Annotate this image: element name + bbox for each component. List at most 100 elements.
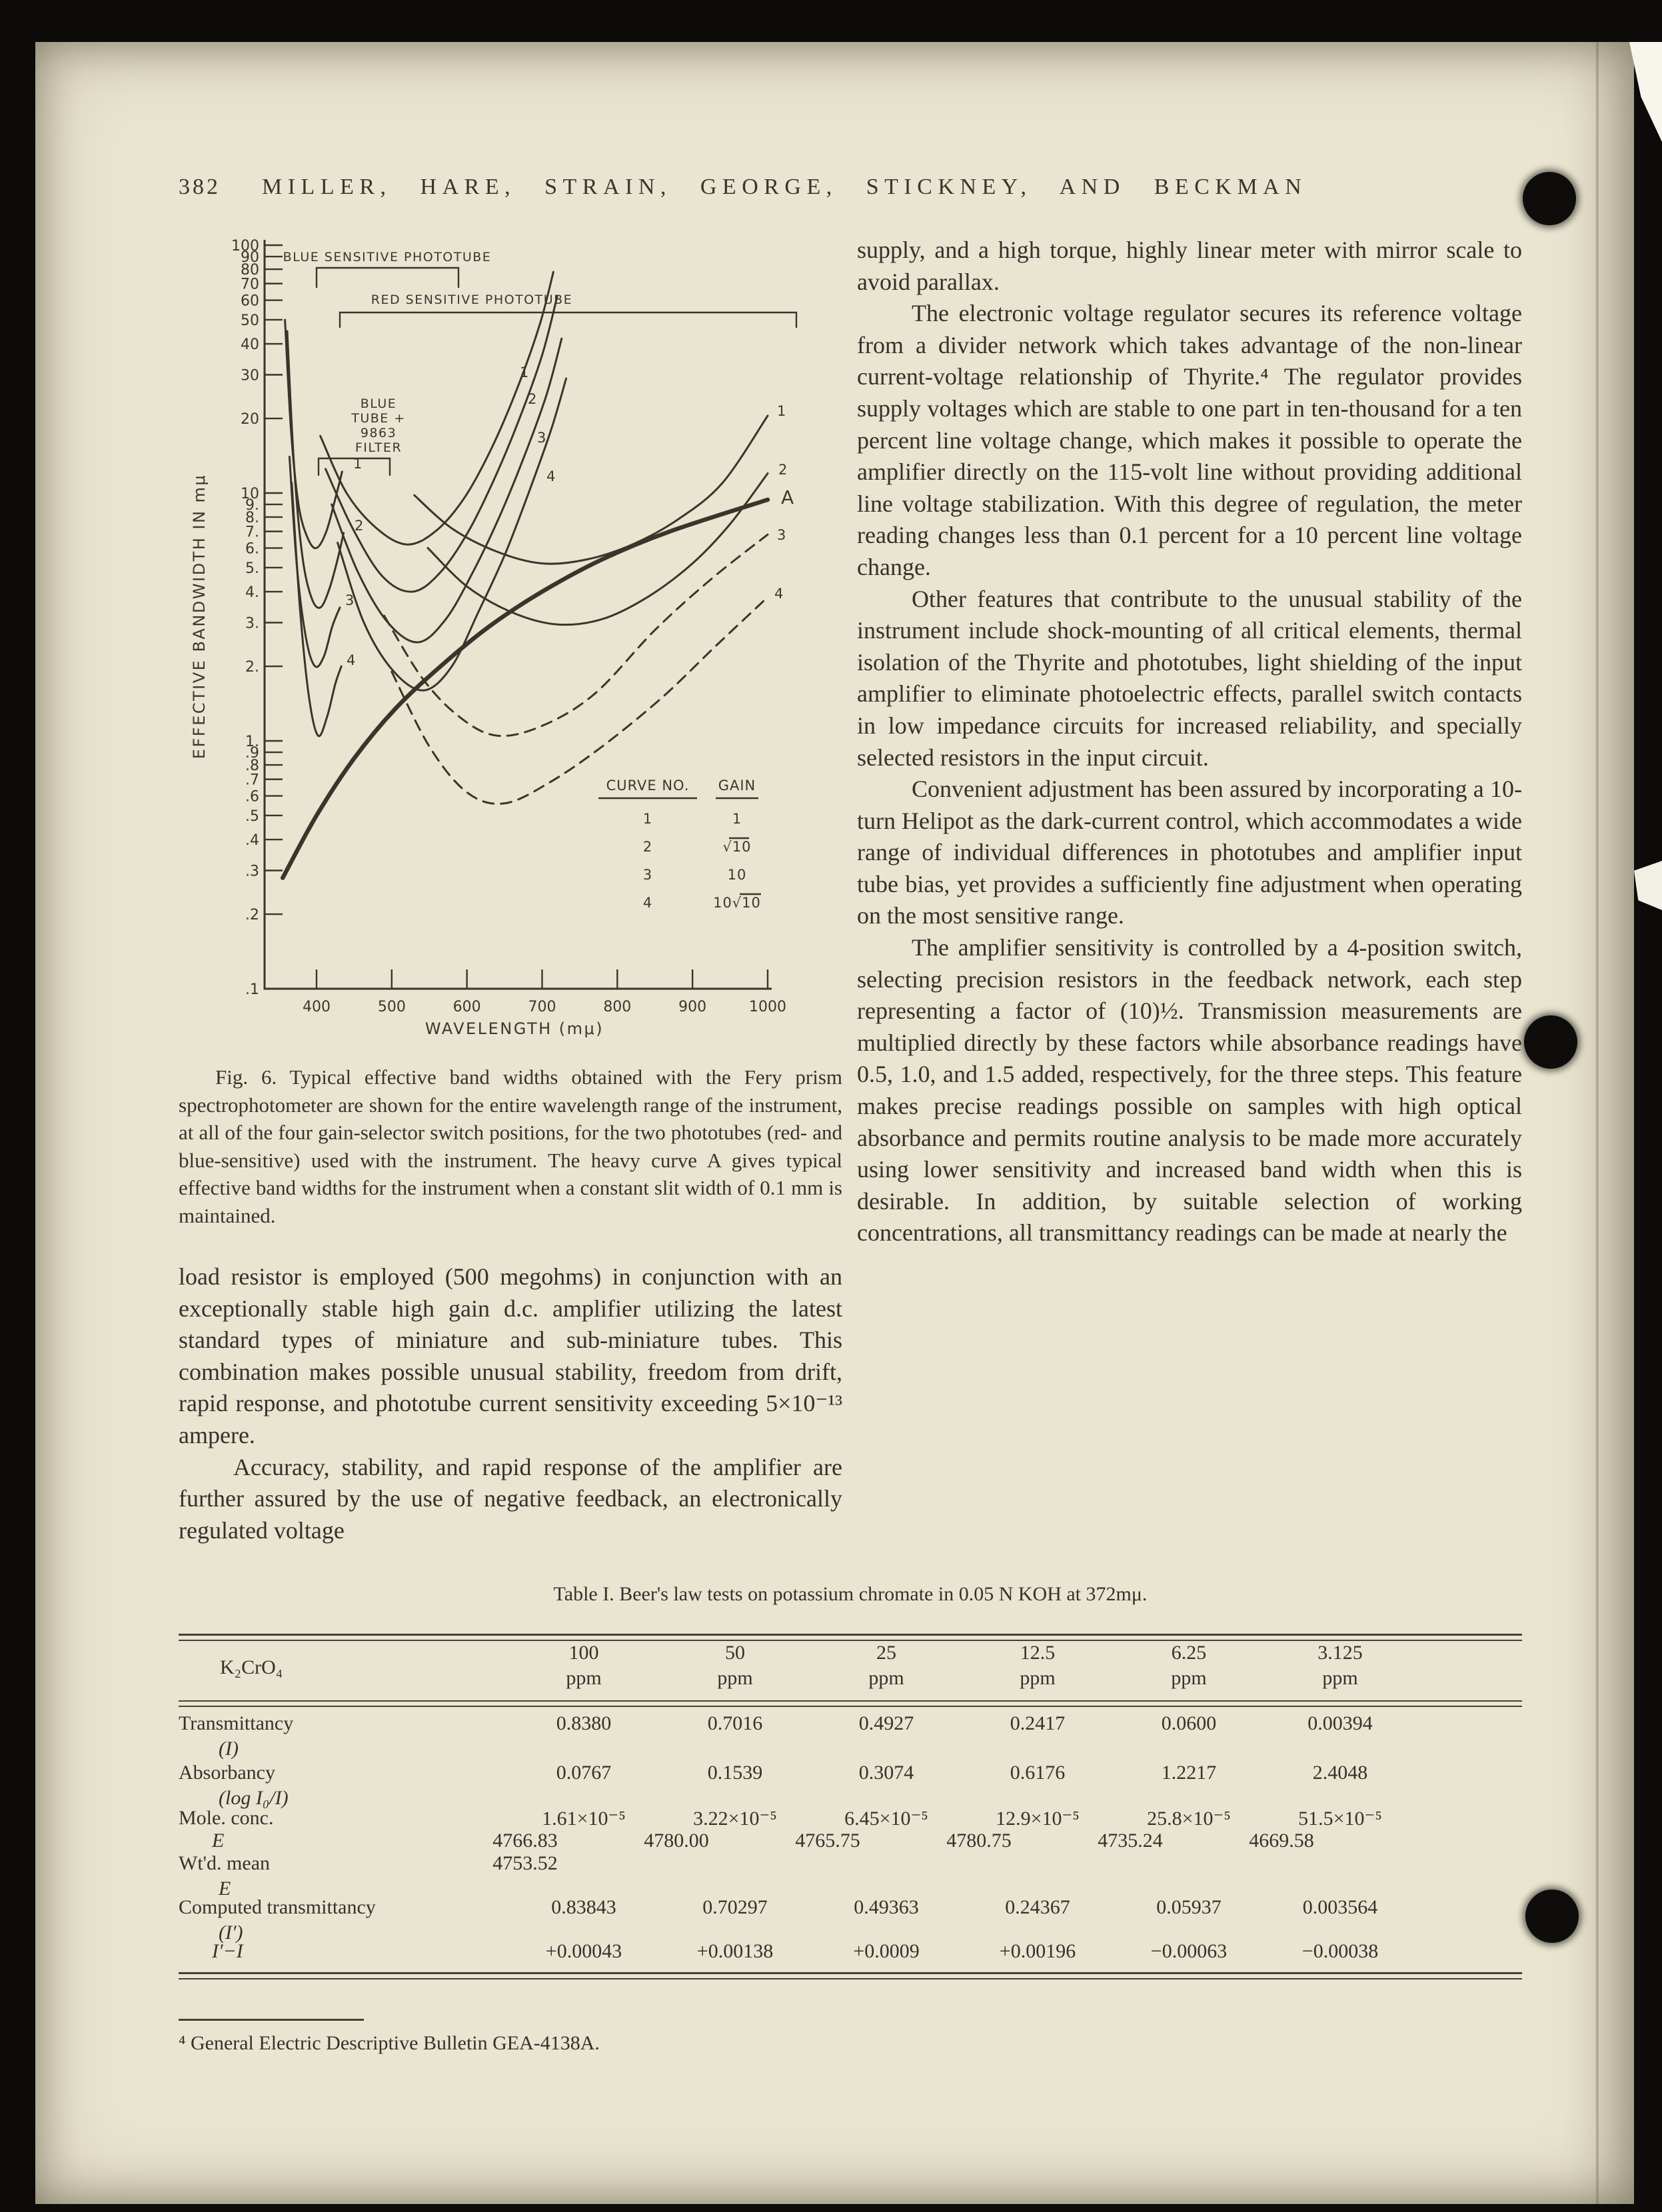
table-value: 3.22×10⁻⁵ [693, 1808, 777, 1830]
curve-dashed [383, 533, 769, 738]
curve-number-label: 2 [355, 518, 363, 534]
annotation-label: RED SENSITIVE PHOTOTUBE [371, 292, 572, 307]
y-tick-label: 70 [241, 276, 259, 293]
y-tick-label: 7. [245, 524, 259, 541]
curve-number-label: 1 [777, 403, 786, 419]
table-value: 4753.52 [492, 1852, 558, 1874]
right-column: supply, and a high torque, highly linear… [857, 235, 1522, 1249]
left-column: load resistor is employed (500 megohms) … [179, 1261, 842, 1546]
table-value: 0.83843 [551, 1896, 616, 1918]
paragraph: Convenient adjustment has been assured b… [857, 776, 1522, 929]
table-value: 2.4048 [1312, 1762, 1368, 1784]
table-value: 4765.75 [795, 1830, 860, 1852]
table-col-header: ppm [1171, 1667, 1207, 1689]
y-tick-label: .1 [245, 981, 259, 998]
table-value: 0.0600 [1161, 1712, 1217, 1734]
curve-number-label: 4 [546, 468, 555, 484]
table-value: 6.45×10⁻⁵ [844, 1808, 928, 1830]
legend-curve-no: 1 [643, 811, 652, 827]
table-value: +0.00196 [999, 1940, 1076, 1962]
table-row-sublabel: (I′) [219, 1922, 243, 1943]
table-col-header: 3.125 [1317, 1642, 1363, 1664]
legend-gain-value: 10√10 [713, 895, 761, 911]
x-tick-label: 600 [453, 999, 481, 1015]
running-head-authors: MILLER, HARE, STRAIN, GEORGE, STICKNEY, … [262, 175, 1307, 199]
table-row-label: Wt'd. mean [179, 1852, 271, 1874]
x-tick-label: 500 [378, 999, 406, 1015]
table-value: 0.1539 [707, 1762, 763, 1784]
y-tick-label: 6. [245, 541, 259, 558]
y-tick-label: 100 [231, 238, 259, 255]
curve-solid [413, 414, 769, 565]
paragraph: The electronic voltage regulator secures… [857, 300, 1522, 580]
table-col-header: 6.25 [1171, 1642, 1207, 1664]
table-rule [179, 1634, 1522, 1636]
y-tick-label: .6 [245, 789, 259, 806]
table-title: Table I. Beer's law tests on potassium c… [553, 1583, 1148, 1605]
table-row-label: Transmittancy [179, 1712, 294, 1734]
page-crease [1596, 42, 1599, 2204]
table-value: 0.6176 [1010, 1762, 1066, 1784]
curve-solid [319, 271, 554, 546]
legend-gain-value: √10 [722, 839, 751, 855]
table-row-sublabel: E [219, 1878, 231, 1900]
curve-number-label: 2 [528, 391, 536, 407]
table-value: +0.00043 [545, 1940, 622, 1962]
table-value: −0.00038 [1301, 1940, 1379, 1962]
y-tick-label: 4. [245, 584, 259, 601]
table-value: 4669.58 [1249, 1830, 1314, 1852]
table-value: −0.00063 [1150, 1940, 1228, 1962]
page-edge-notch [1634, 861, 1662, 910]
legend-curve-no: 4 [643, 895, 652, 911]
table-value: 0.05937 [1156, 1896, 1222, 1918]
legend-header-gain: GAIN [718, 778, 756, 794]
x-tick-label: 1000 [749, 999, 786, 1015]
y-tick-label: 3. [245, 616, 259, 632]
y-tick-label: 50 [241, 312, 259, 329]
curve-number-label: 4 [347, 652, 355, 668]
y-tick-label: 1. [245, 734, 259, 750]
table-row-sublabel: (log I₀/I) [219, 1787, 289, 1809]
annotation-label: FILTER [355, 440, 402, 455]
curve-number-label: 1 [353, 456, 362, 472]
y-tick-label: 60 [241, 293, 259, 310]
legend-curve-no: 2 [643, 839, 652, 855]
table-rule [179, 1972, 1522, 1974]
curve-solid [337, 377, 568, 692]
curve-dashed [391, 596, 769, 805]
y-tick-label: 8. [245, 510, 259, 526]
table-value: +0.00138 [696, 1940, 774, 1962]
curve-number-label: 3 [777, 527, 786, 543]
annotation-label: TUBE + [351, 411, 406, 426]
y-tick-label: 90 [241, 249, 259, 266]
curve-heavy [281, 497, 770, 880]
annotation-bracket [317, 457, 391, 476]
table-rule [179, 1700, 1522, 1702]
y-axis-title: EFFECTIVE BANDWIDTH IN mμ [190, 474, 209, 759]
table-col-header: ppm [1322, 1667, 1358, 1689]
punch-hole [1525, 1890, 1579, 1943]
y-tick-label: .8 [245, 758, 259, 774]
table-value: 4735.24 [1098, 1830, 1163, 1852]
table-col-header: 100 [568, 1642, 599, 1664]
y-tick-label: 9. [245, 497, 259, 514]
table-value: 4766.83 [492, 1830, 558, 1852]
paragraph: Accuracy, stability, and rapid response … [179, 1453, 842, 1544]
curve-number-label: 3 [537, 430, 546, 446]
x-tick-label: 800 [603, 999, 631, 1015]
table-row-label: I′−I [212, 1940, 243, 1962]
table-row-label: Computed transmittancy [179, 1896, 376, 1918]
table-value: 12.9×10⁻⁵ [996, 1808, 1080, 1830]
figure-caption: Fig. 6. Typical effective band widths ob… [179, 1065, 842, 1227]
paragraph: The amplifier sensitivity is controlled … [857, 934, 1522, 1247]
y-tick-label: .4 [245, 832, 259, 849]
y-tick-label: 30 [241, 368, 259, 384]
table-row-label: E [212, 1830, 225, 1852]
x-tick-label: 900 [678, 999, 706, 1015]
footnote-rule [179, 2019, 364, 2021]
curve-number-label: A [781, 486, 794, 508]
paragraph: Other features that contribute to the un… [857, 585, 1522, 771]
table-value: 0.00394 [1307, 1712, 1373, 1734]
curve-solid [291, 482, 343, 738]
